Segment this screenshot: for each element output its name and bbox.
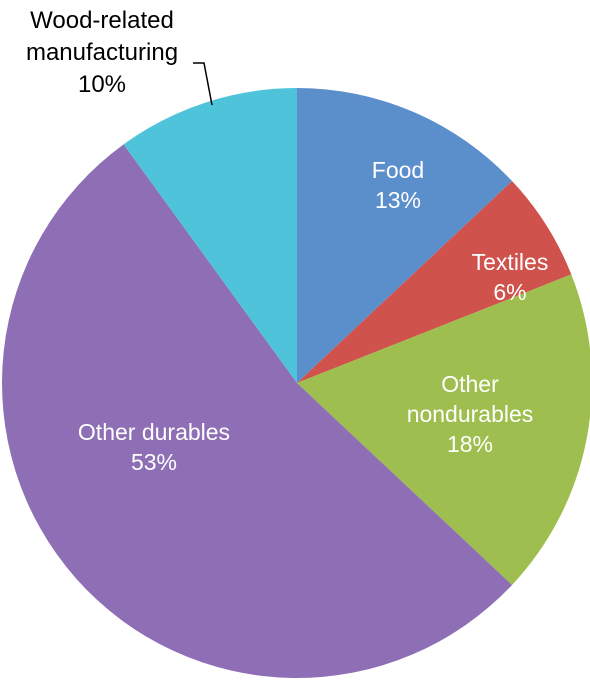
slice-name: Other durables [78,419,230,445]
slice-name: nondurables [407,401,534,427]
slice-labels: Food 13%Textiles 6%Other nondurables 18%Othe… [26,7,548,475]
slice-label: Textiles 6% [472,249,549,305]
slice-name: manufacturing [26,39,178,66]
slice-percent: 10% [78,71,126,98]
pie-slice-other-durables [1,144,513,679]
slice-name: Wood-related [30,7,174,34]
pie-slice-other-nondurables [297,274,590,585]
leader-lines [193,62,213,106]
slice-label: Other durables 53% [78,419,230,475]
slice-percent: 18% [447,431,493,457]
slice-name: Other [441,371,499,397]
pie-slices [1,87,590,679]
leader-line [193,62,213,106]
slice-name: Food [372,157,424,183]
slice-percent: 13% [375,187,421,213]
slice-label: Other nondurables 18% [407,371,534,457]
pie-slice-food [297,88,513,383]
slice-label: Wood-related manufacturing 10% [26,7,178,98]
slice-name: Textiles [472,249,549,275]
slice-percent: 6% [493,279,526,305]
pie-slice-wood-related-manufacturing [123,87,297,383]
slice-percent: 53% [131,449,177,475]
pie-slice-textiles [297,181,572,383]
slice-label: Food 13% [372,157,424,213]
